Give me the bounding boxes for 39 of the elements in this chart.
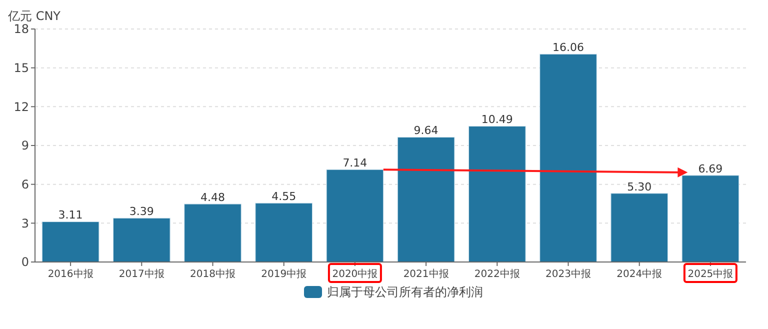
legend-label: 归属于母公司所有者的净利润	[327, 285, 483, 300]
x-tick-label: 2017中报	[118, 268, 164, 280]
data-label: 10.49	[481, 113, 513, 126]
bar	[468, 126, 526, 262]
data-label: 7.14	[342, 156, 368, 170]
x-tick-label: 2016中报	[48, 268, 94, 280]
y-tick-label: 12	[14, 100, 29, 114]
data-label: 6.69	[698, 162, 723, 176]
bar	[326, 169, 384, 262]
data-label: 4.48	[200, 191, 225, 204]
x-tick-label: 2025中报	[688, 268, 734, 280]
bar	[255, 202, 313, 262]
y-tick-label: 3	[21, 216, 29, 230]
x-tick-label: 2021中报	[403, 268, 449, 280]
y-tick-label: 9	[21, 138, 29, 153]
y-tick-label: 18	[14, 22, 29, 36]
x-tick-label: 2023中报	[546, 268, 591, 280]
x-tick-label: 2018中报	[190, 268, 236, 280]
y-tick-label: 15	[14, 61, 29, 76]
bar	[682, 175, 740, 262]
bar	[540, 54, 597, 262]
data-label: 16.06	[552, 41, 584, 54]
bar	[42, 221, 100, 262]
x-tick-label: 2020中报	[332, 268, 378, 280]
data-label: 3.39	[129, 205, 154, 218]
y-tick-label: 6	[21, 178, 29, 192]
data-label: 4.55	[272, 190, 296, 204]
x-tick-label: 2024中报	[616, 268, 662, 280]
bar	[397, 136, 455, 262]
bar	[184, 204, 242, 262]
x-tick-label: 2022中报	[474, 268, 520, 280]
data-label: 9.64	[414, 124, 438, 138]
bar	[610, 193, 668, 262]
bar	[112, 218, 170, 262]
data-label: 5.30	[627, 180, 652, 194]
data-label: 3.11	[58, 208, 83, 222]
y-tick-label: 0	[21, 255, 29, 270]
x-tick-label: 2019中报	[261, 268, 307, 280]
y-axis-title: 亿元 CNY	[7, 9, 62, 23]
